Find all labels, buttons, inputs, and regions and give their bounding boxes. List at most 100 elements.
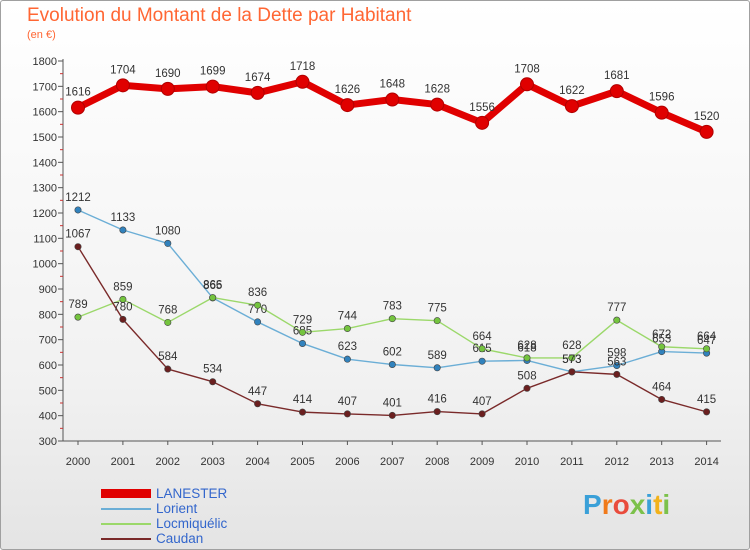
x-tick-label: 2007 bbox=[380, 456, 404, 468]
data-label: 573 bbox=[562, 354, 581, 366]
data-label: 407 bbox=[338, 396, 357, 408]
y-tick-label: 500 bbox=[39, 385, 57, 397]
data-label: 1681 bbox=[604, 70, 630, 82]
data-point bbox=[478, 410, 486, 418]
legend: LANESTER Lorient Locmiquélic Caudan bbox=[101, 486, 227, 546]
data-label: 1628 bbox=[424, 84, 450, 96]
data-label: 744 bbox=[338, 311, 358, 323]
data-label: 447 bbox=[248, 386, 267, 398]
data-point bbox=[699, 124, 714, 139]
y-tick-label: 300 bbox=[39, 436, 57, 448]
data-label: 1718 bbox=[290, 61, 316, 73]
legend-label: Caudan bbox=[156, 531, 204, 546]
x-tick-label: 2010 bbox=[515, 456, 539, 468]
data-label: 1690 bbox=[155, 68, 181, 80]
data-label: 1708 bbox=[514, 63, 540, 75]
data-point bbox=[433, 364, 441, 372]
data-label: 534 bbox=[203, 364, 223, 376]
data-point bbox=[74, 243, 82, 251]
data-point bbox=[254, 400, 262, 408]
data-point bbox=[71, 100, 85, 115]
data-point bbox=[295, 74, 310, 89]
data-point bbox=[658, 395, 666, 403]
x-tick-label: 2004 bbox=[245, 456, 269, 468]
data-label: 598 bbox=[607, 348, 626, 360]
data-point bbox=[478, 345, 486, 353]
data-label: 628 bbox=[562, 340, 581, 352]
data-point bbox=[119, 315, 127, 323]
data-point bbox=[74, 206, 82, 214]
data-point bbox=[254, 301, 262, 309]
data-label: 789 bbox=[68, 299, 87, 311]
y-tick-label: 600 bbox=[39, 360, 57, 372]
data-label: 401 bbox=[383, 397, 402, 409]
data-point bbox=[298, 328, 306, 336]
data-point bbox=[164, 365, 172, 373]
data-label: 664 bbox=[473, 331, 493, 343]
y-tick-label: 1100 bbox=[33, 233, 57, 245]
legend-label: Lorient bbox=[156, 501, 198, 516]
data-point bbox=[658, 343, 666, 351]
data-point bbox=[340, 98, 355, 113]
data-point bbox=[343, 355, 351, 363]
y-tick-label: 1500 bbox=[33, 132, 57, 144]
data-point bbox=[164, 318, 172, 326]
data-label: 859 bbox=[113, 281, 132, 293]
data-point bbox=[74, 313, 82, 321]
data-label: 414 bbox=[293, 394, 313, 406]
data-point bbox=[613, 316, 621, 324]
x-tick-label: 2014 bbox=[694, 456, 718, 468]
data-point bbox=[523, 384, 531, 392]
y-tick-label: 700 bbox=[39, 335, 57, 347]
data-label: 664 bbox=[697, 331, 717, 343]
data-point bbox=[613, 362, 621, 370]
x-tick-label: 2006 bbox=[335, 456, 359, 468]
x-tick-label: 2002 bbox=[156, 456, 180, 468]
data-point bbox=[568, 368, 576, 376]
legend-label: Locmiquélic bbox=[156, 516, 228, 531]
data-label: 1648 bbox=[380, 79, 406, 91]
data-point bbox=[433, 408, 441, 416]
x-tick-label: 2003 bbox=[200, 456, 224, 468]
chart-title: Evolution du Montant de la Dette par Hab… bbox=[27, 5, 412, 26]
data-point bbox=[388, 315, 396, 323]
data-point bbox=[388, 360, 396, 368]
data-label: 775 bbox=[428, 303, 447, 315]
data-label: 1556 bbox=[469, 102, 495, 114]
data-label: 1133 bbox=[111, 212, 136, 224]
y-tick-label: 1000 bbox=[33, 259, 57, 271]
data-label: 1520 bbox=[694, 111, 720, 123]
data-point bbox=[385, 92, 400, 107]
data-point bbox=[609, 84, 624, 99]
data-label: 1212 bbox=[65, 192, 91, 204]
data-label: 865 bbox=[203, 280, 222, 292]
x-tick-label: 2013 bbox=[649, 456, 673, 468]
data-point bbox=[523, 354, 531, 362]
data-label: 464 bbox=[652, 381, 672, 393]
data-label: 768 bbox=[158, 304, 177, 316]
data-label: 777 bbox=[607, 302, 626, 314]
data-label: 618 bbox=[517, 342, 536, 354]
data-point bbox=[564, 99, 579, 114]
legend-label: LANESTER bbox=[156, 486, 228, 501]
data-label: 1080 bbox=[155, 225, 181, 237]
data-label: 1626 bbox=[335, 84, 361, 96]
data-point bbox=[160, 81, 175, 96]
data-label: 672 bbox=[652, 329, 671, 341]
data-point bbox=[433, 317, 441, 325]
data-label: 584 bbox=[158, 351, 178, 363]
data-label: 836 bbox=[248, 287, 267, 299]
data-label: 589 bbox=[428, 350, 447, 362]
x-tick-label: 2011 bbox=[560, 456, 584, 468]
data-point bbox=[388, 411, 396, 419]
data-point bbox=[430, 97, 445, 112]
series-line bbox=[77, 245, 708, 417]
y-tick-label: 1400 bbox=[33, 157, 57, 169]
x-tick-label: 2009 bbox=[470, 456, 494, 468]
y-tick-label: 1300 bbox=[33, 183, 57, 195]
y-tick-label: 400 bbox=[39, 411, 57, 423]
x-tick-label: 2005 bbox=[290, 456, 314, 468]
data-point bbox=[613, 370, 621, 378]
data-point bbox=[343, 410, 351, 418]
